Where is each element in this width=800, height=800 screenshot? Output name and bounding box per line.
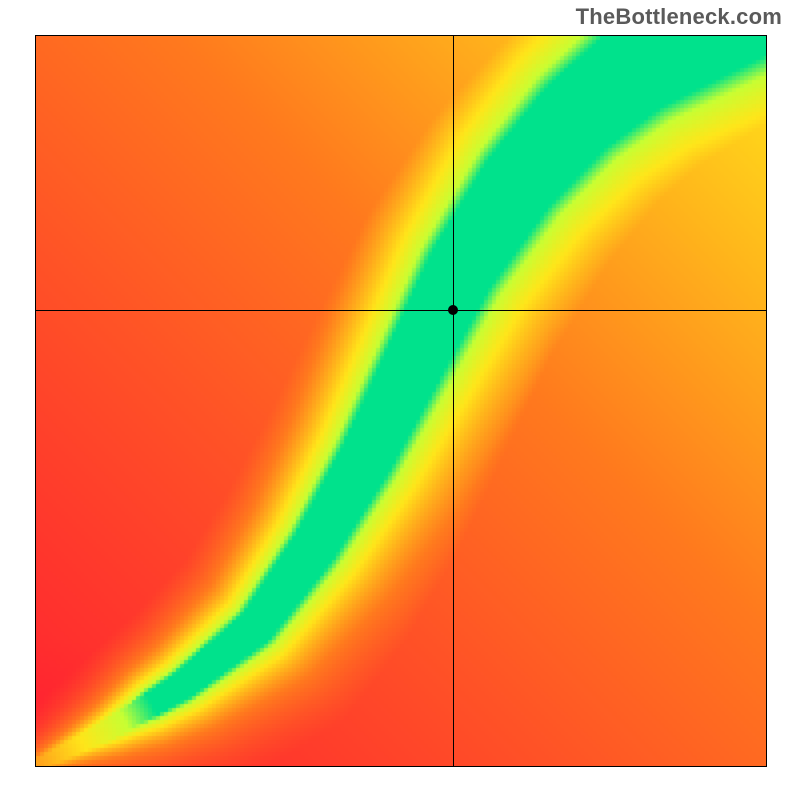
- crosshair-horizontal: [36, 310, 766, 311]
- bottleneck-marker: [448, 305, 458, 315]
- crosshair-vertical: [453, 36, 454, 766]
- heatmap-canvas: [36, 36, 766, 766]
- chart-container: { "watermark_text": "TheBottleneck.com",…: [0, 0, 800, 800]
- plot-area: [35, 35, 767, 767]
- watermark-text: TheBottleneck.com: [576, 4, 782, 30]
